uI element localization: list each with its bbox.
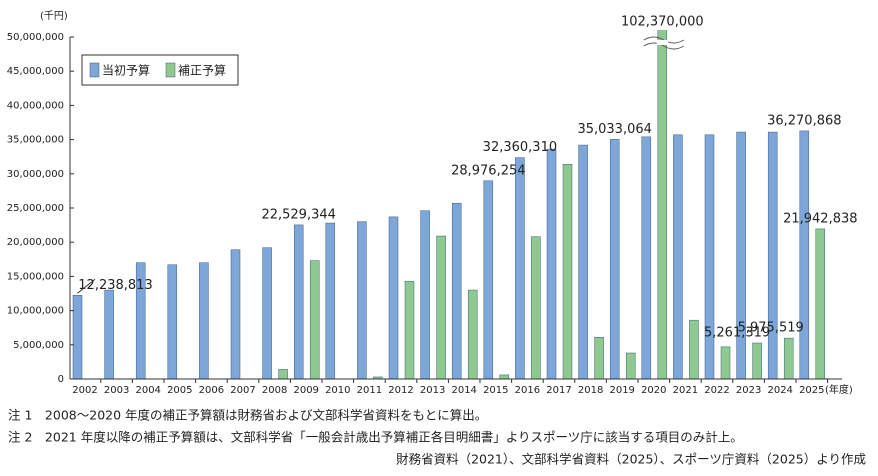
bar <box>499 374 510 379</box>
bar <box>483 180 494 379</box>
bar <box>531 236 541 379</box>
value-label: 35,033,064 <box>577 122 651 137</box>
bar <box>578 144 588 379</box>
bar <box>562 163 573 379</box>
x-tick-label: 2025 <box>799 385 824 396</box>
legend-swatch <box>165 62 176 78</box>
x-tick-label: 2006 <box>199 385 224 396</box>
value-label: 22,529,344 <box>261 207 335 222</box>
legend-label: 補正予算 <box>178 63 226 78</box>
x-tick-label: 2015 <box>483 385 508 396</box>
value-label: 12,238,813 <box>78 278 152 293</box>
x-tick-label: 2020 <box>641 385 666 396</box>
bar <box>357 221 367 379</box>
x-tick-label: 2024 <box>767 385 792 396</box>
x-tick-label: 2012 <box>388 385 413 396</box>
axis-break-gap <box>656 40 668 45</box>
x-tick-label: 2003 <box>104 385 129 396</box>
bar <box>783 337 794 379</box>
y-tick-label: 50,000,000 <box>7 32 64 43</box>
y-tick-label: 10,000,000 <box>7 306 64 317</box>
x-tick-label: 2005 <box>167 385 192 396</box>
bar <box>625 352 636 379</box>
bar <box>720 346 731 379</box>
bar <box>752 342 762 379</box>
bar <box>309 260 320 379</box>
bar <box>515 157 525 379</box>
bar <box>420 210 430 379</box>
x-tick-label: 2011 <box>357 385 382 396</box>
y-tick-label: 30,000,000 <box>7 169 64 180</box>
x-tick-label: 2009 <box>293 385 318 396</box>
value-label: 36,270,868 <box>767 113 841 128</box>
bar <box>736 131 746 379</box>
bar <box>609 139 620 379</box>
bar <box>262 247 272 379</box>
bars <box>72 30 826 379</box>
bar <box>104 289 114 379</box>
y-unit: (千円) <box>40 10 68 22</box>
x-tick-label: 2007 <box>230 385 255 396</box>
bar <box>546 148 557 379</box>
x-unit: (年度) <box>825 383 853 396</box>
bar <box>689 319 699 379</box>
bar <box>404 280 415 379</box>
bar <box>325 222 336 379</box>
y-tick-label: 5,000,000 <box>13 340 64 351</box>
y-tick-label: 0 <box>58 374 64 385</box>
bar <box>451 202 462 379</box>
bar <box>657 30 668 379</box>
y-tick-label: 15,000,000 <box>7 271 64 282</box>
x-tick-label: 2023 <box>736 385 761 396</box>
bar <box>799 130 810 379</box>
bar <box>293 224 304 379</box>
bar <box>767 131 778 379</box>
x-tick-label: 2010 <box>325 385 350 396</box>
value-label: 21,942,838 <box>783 211 857 226</box>
bar <box>278 369 288 379</box>
bar <box>199 262 209 379</box>
x-tick-label: 2016 <box>515 385 540 396</box>
bar <box>815 228 826 379</box>
bar <box>388 216 399 379</box>
legend-swatch <box>89 62 100 78</box>
legend-label: 当初予算 <box>102 63 150 78</box>
leader-line <box>77 278 96 294</box>
x-tick-label: 2002 <box>72 385 97 396</box>
x-tick-label: 2022 <box>704 385 729 396</box>
bar <box>467 289 478 379</box>
x-tick-label: 2021 <box>673 385 698 396</box>
x-tick-label: 2013 <box>420 385 445 396</box>
y-tick-label: 20,000,000 <box>7 237 64 248</box>
value-label: 5,975,519 <box>738 321 804 336</box>
value-label: 28,976,254 <box>451 163 525 178</box>
bar <box>167 264 178 379</box>
note: 注 2 2021 年度以降の補正予算額は、文部科学省「一般会計歳出予算補正各目明… <box>8 430 743 445</box>
bar <box>72 295 83 379</box>
note: 財務省資料（2021）、文部科学省資料（2025）、スポーツ庁資料（2025）よ… <box>396 452 866 467</box>
x-tick-label: 2014 <box>451 385 476 396</box>
value-label: 102,370,000 <box>621 15 704 30</box>
y-tick-label: 40,000,000 <box>7 100 64 111</box>
value-label: 5,261,319 <box>704 326 770 341</box>
bar <box>641 136 652 379</box>
bar <box>704 134 715 379</box>
x-tick-label: 2017 <box>546 385 571 396</box>
y-tick-label: 45,000,000 <box>7 66 64 77</box>
x-tick-label: 2004 <box>135 385 160 396</box>
legend-box <box>81 54 239 86</box>
bar <box>436 235 446 379</box>
bar <box>135 262 146 379</box>
y-tick-label: 25,000,000 <box>7 203 64 214</box>
x-tick-label: 2019 <box>609 385 634 396</box>
note: 注 1 2008～2020 年度の補正予算額は財務省および文部科学省資料をもとに… <box>8 408 487 423</box>
x-tick-label: 2008 <box>262 385 287 396</box>
y-tick-label: 35,000,000 <box>7 135 64 146</box>
x-tick-label: 2018 <box>578 385 603 396</box>
bar <box>230 249 241 379</box>
bar <box>594 337 604 379</box>
value-label: 32,360,310 <box>483 140 557 155</box>
bar <box>673 134 683 379</box>
